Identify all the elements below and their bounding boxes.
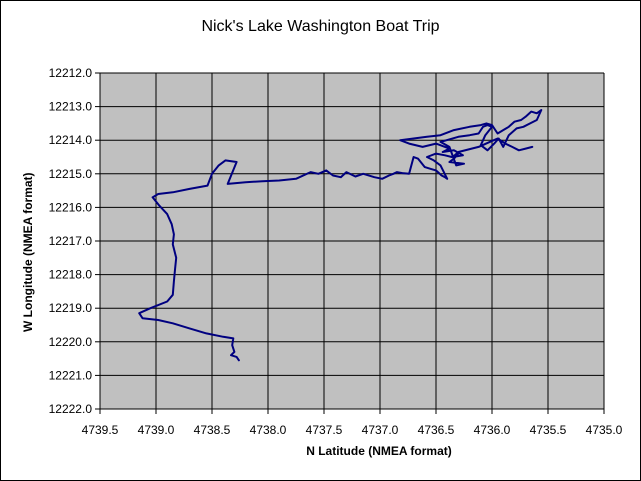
x-tick-label: 4739.5 [82, 423, 119, 437]
x-tick-label: 4738.0 [250, 423, 287, 437]
y-tick-label: 12214.0 [49, 133, 93, 147]
x-tick-label: 4739.0 [138, 423, 175, 437]
x-axis-label: N Latitude (NMEA format) [306, 444, 452, 458]
y-tick-label: 12215.0 [49, 167, 93, 181]
x-tick-label: 4736.5 [418, 423, 455, 437]
x-tick-label: 4737.5 [306, 423, 343, 437]
chart-title: Nick's Lake Washington Boat Trip [201, 18, 440, 35]
y-axis-label: W Longitude (NMEA format) [21, 172, 35, 332]
boat-track-line [138, 109, 543, 362]
y-tick-label: 12216.0 [49, 200, 93, 214]
y-tick-label: 12219.0 [49, 301, 93, 315]
x-tick-label: 4735.5 [530, 423, 567, 437]
y-tick-label: 12221.0 [49, 368, 93, 382]
y-tick-label: 12217.0 [49, 234, 93, 248]
x-tick-label: 4738.5 [194, 423, 231, 437]
y-tick-label: 12222.0 [49, 402, 93, 416]
x-tick-label: 4735.0 [586, 423, 623, 437]
y-tick-label: 12213.0 [49, 100, 93, 114]
y-tick-label: 12220.0 [49, 335, 93, 349]
x-tick-label: 4736.0 [474, 423, 511, 437]
x-tick-label: 4737.0 [362, 423, 399, 437]
y-tick-label: 12212.0 [49, 66, 93, 80]
y-tick-label: 12218.0 [49, 268, 93, 282]
